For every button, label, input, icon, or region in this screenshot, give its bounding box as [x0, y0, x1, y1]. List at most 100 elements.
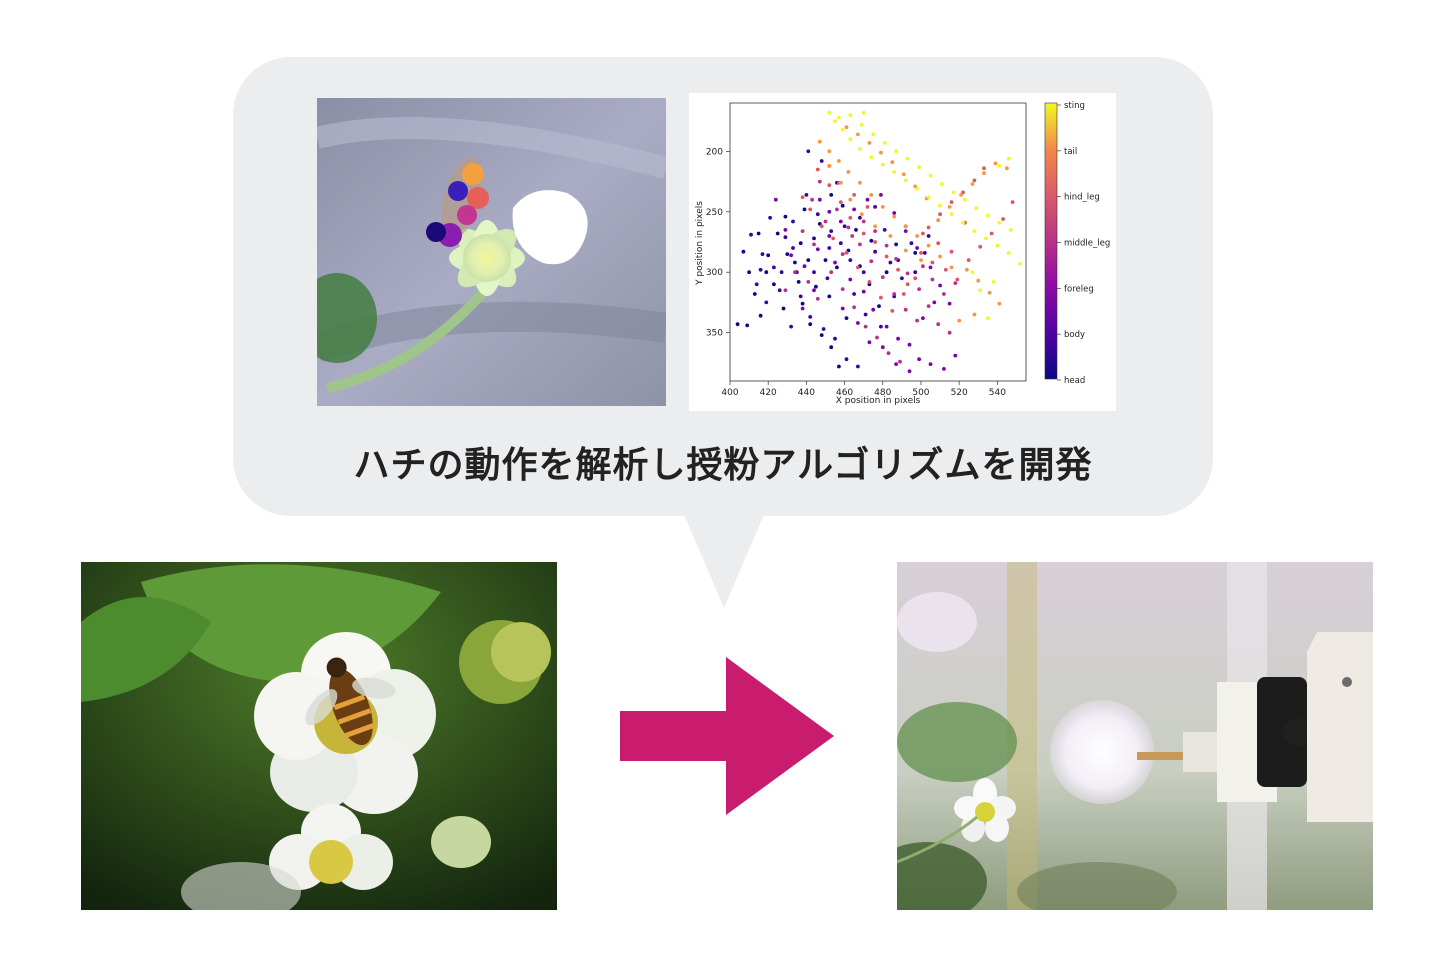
- data-point: [758, 313, 763, 318]
- x-tick-label: 480: [874, 388, 891, 398]
- data-point: [867, 280, 872, 284]
- data-point: [894, 257, 898, 261]
- data-point: [966, 258, 971, 262]
- data-point: [793, 270, 797, 275]
- data-point: [854, 228, 858, 232]
- colorbar-label: tail: [1064, 147, 1077, 157]
- x-axis-label: X position in pixels: [836, 396, 921, 406]
- x-tick-label: 460: [836, 388, 853, 398]
- data-point: [926, 304, 931, 308]
- data-point: [829, 193, 834, 197]
- data-point: [947, 301, 952, 306]
- data-point: [825, 276, 830, 281]
- data-point: [903, 224, 908, 229]
- data-point: [936, 322, 941, 327]
- data-point: [917, 287, 921, 291]
- data-point: [827, 294, 832, 299]
- data-point: [815, 167, 820, 172]
- data-point: [917, 357, 921, 362]
- data-point: [861, 289, 866, 294]
- data-point: [846, 170, 851, 174]
- data-point: [856, 265, 860, 270]
- data-point: [926, 234, 931, 238]
- data-point: [827, 209, 832, 214]
- data-point: [890, 309, 895, 313]
- data-point: [823, 258, 828, 262]
- data-point: [938, 203, 942, 208]
- data-point: [747, 270, 751, 275]
- data-point: [756, 231, 761, 236]
- data-point: [984, 236, 988, 241]
- data-point: [840, 306, 845, 311]
- speech-bubble-tail: [682, 510, 766, 608]
- data-point: [806, 149, 811, 154]
- data-point: [900, 276, 904, 281]
- data-point: [827, 110, 832, 115]
- data-point: [852, 305, 856, 310]
- data-point: [949, 265, 954, 270]
- data-point: [764, 270, 769, 275]
- data-point: [938, 212, 942, 217]
- y-axis-label: Y position in pixels: [695, 201, 705, 286]
- data-point: [867, 141, 872, 145]
- data-point: [913, 270, 918, 275]
- x-tick-label: 400: [721, 388, 738, 398]
- data-point: [913, 251, 918, 255]
- data-point: [810, 197, 814, 202]
- data-point: [953, 281, 958, 285]
- data-point: [861, 231, 866, 236]
- data-point: [926, 243, 931, 248]
- data-point: [993, 161, 998, 166]
- data-point: [936, 218, 941, 223]
- data-point: [921, 264, 925, 269]
- data-point: [848, 137, 853, 142]
- data-point: [833, 119, 837, 123]
- data-point: [837, 364, 841, 369]
- data-point: [970, 182, 975, 186]
- data-point: [829, 270, 834, 275]
- data-point: [856, 364, 860, 369]
- data-point: [823, 219, 828, 224]
- data-point: [882, 228, 887, 232]
- data-point: [930, 277, 935, 282]
- data-point: [913, 276, 918, 281]
- data-point: [752, 292, 757, 296]
- bee-keypoint-tracking-image: [317, 98, 666, 406]
- data-point: [978, 288, 983, 293]
- data-point: [861, 110, 866, 115]
- data-point: [865, 197, 870, 202]
- data-point: [884, 270, 889, 275]
- data-point: [879, 295, 883, 300]
- data-point: [858, 180, 862, 185]
- data-point: [781, 306, 786, 311]
- data-point: [997, 301, 1002, 306]
- data-point: [829, 345, 834, 350]
- colorbar-label: body: [1064, 330, 1085, 340]
- data-point: [800, 306, 805, 311]
- data-point: [987, 290, 992, 295]
- data-point: [819, 333, 824, 337]
- data-point: [930, 260, 935, 265]
- data-point: [804, 193, 809, 197]
- data-point: [871, 132, 876, 137]
- data-point: [875, 335, 879, 340]
- data-point: [856, 321, 860, 325]
- data-point: [972, 229, 977, 234]
- data-point: [873, 249, 877, 254]
- data-point: [754, 282, 759, 287]
- data-point: [963, 197, 967, 202]
- data-point: [775, 231, 780, 236]
- data-point: [1005, 166, 1009, 171]
- data-point: [800, 195, 805, 200]
- data-point: [970, 270, 975, 275]
- series-sting: [827, 110, 1023, 320]
- colorbar-label: head: [1064, 376, 1085, 386]
- data-point: [861, 270, 866, 275]
- data-point: [764, 300, 769, 305]
- data-point: [772, 265, 776, 270]
- data-point: [917, 165, 921, 169]
- plot-area: [729, 102, 1027, 382]
- data-point: [915, 246, 919, 250]
- colorbar-label: middle_leg: [1064, 239, 1110, 249]
- data-point: [892, 170, 897, 174]
